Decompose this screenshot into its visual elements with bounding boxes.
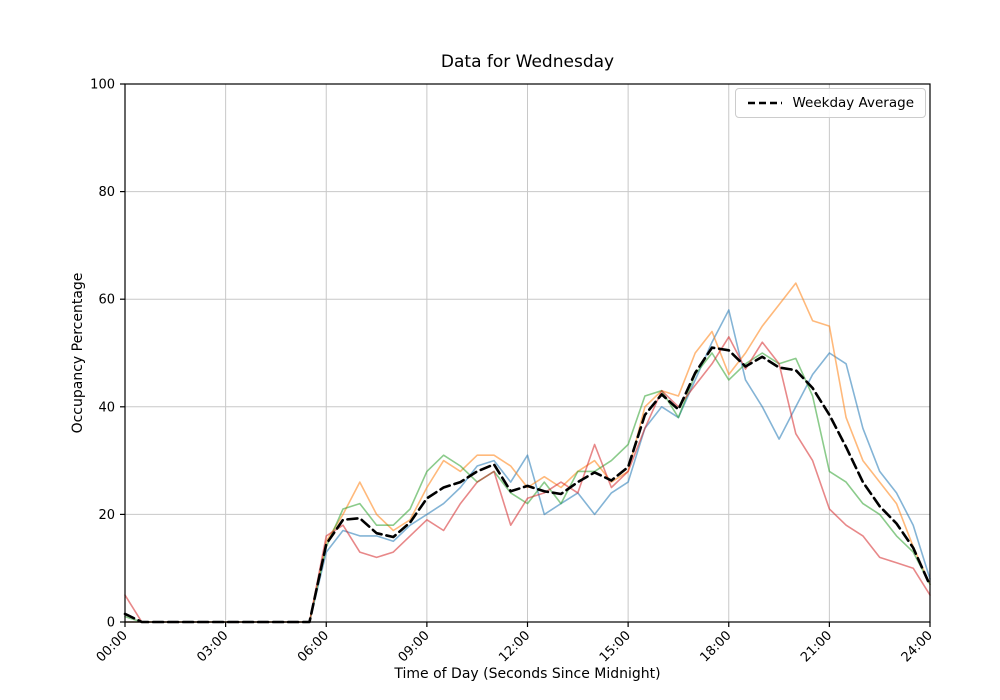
x-tick-label: 06:00 (295, 628, 332, 665)
x-tick-label: 18:00 (697, 628, 734, 665)
y-tick-label: 80 (98, 185, 115, 200)
x-tick-label: 03:00 (194, 628, 231, 665)
x-tick-label: 15:00 (597, 628, 634, 665)
y-tick-label: 0 (107, 616, 115, 631)
y-tick-label: 60 (98, 293, 115, 308)
y-tick-label: 20 (98, 508, 115, 523)
x-axis-label: Time of Day (Seconds Since Midnight) (394, 666, 661, 682)
x-tick-label: 00:00 (94, 628, 131, 665)
y-axis-label: Occupancy Percentage (70, 272, 86, 434)
x-tick-label: 21:00 (798, 628, 835, 665)
legend-dashed-line-sample (748, 101, 783, 105)
x-tick-label: 24:00 (899, 628, 936, 665)
legend: Weekday Average (735, 88, 926, 118)
legend-label: Weekday Average (792, 95, 914, 111)
chart-title: Data for Wednesday (440, 52, 615, 72)
x-tick-label: 12:00 (496, 628, 533, 665)
y-tick-label: 100 (90, 78, 115, 93)
y-tick-label: 40 (98, 400, 115, 415)
x-tick-label: 09:00 (396, 628, 433, 665)
